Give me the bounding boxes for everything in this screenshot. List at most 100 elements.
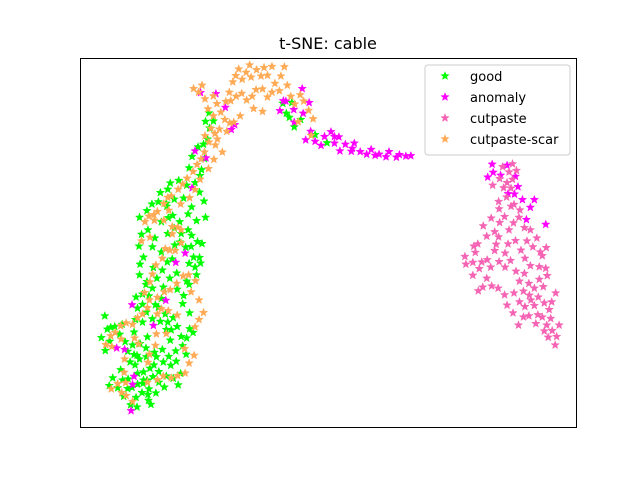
legend-marker-good	[440, 70, 450, 81]
point-cutpaste-27	[511, 266, 521, 276]
point-cutpaste-scar-141	[190, 184, 200, 194]
point-good-64	[184, 323, 195, 333]
point-cutpaste-scar-82	[116, 334, 126, 344]
point-good-55	[155, 316, 166, 326]
series-cutpaste	[460, 158, 564, 350]
point-cutpaste-scar-31	[251, 84, 261, 94]
point-good-154	[184, 162, 194, 173]
point-anomaly-32	[340, 139, 351, 149]
point-good-43	[142, 331, 153, 342]
point-cutpaste-59	[486, 281, 497, 291]
point-cutpaste-scar-120	[190, 321, 200, 332]
point-anomaly-7	[161, 295, 171, 305]
point-cutpaste-scar-115	[190, 275, 201, 285]
point-cutpaste-scar-16	[244, 59, 255, 70]
point-good-162	[200, 116, 211, 126]
point-cutpaste-23	[489, 245, 500, 255]
point-anomaly-64	[487, 159, 497, 169]
point-good-142	[183, 209, 193, 219]
point-cutpaste-98	[515, 205, 525, 215]
point-cutpaste-9	[528, 241, 538, 251]
point-cutpaste-scar-93	[158, 371, 169, 381]
point-cutpaste-scar-100	[161, 328, 172, 338]
point-cutpaste-25	[500, 262, 510, 272]
point-good-131	[184, 279, 194, 289]
point-good-68	[172, 284, 182, 294]
point-cutpaste-58	[493, 283, 503, 293]
point-cutpaste-scar-4	[203, 103, 213, 113]
point-cutpaste-10	[532, 233, 542, 243]
point-good-133	[191, 269, 202, 280]
point-good-124	[176, 228, 186, 238]
point-good-134	[195, 258, 206, 268]
point-cutpaste-20	[468, 257, 478, 267]
point-cutpaste-56	[502, 300, 512, 310]
point-cutpaste-scar-114	[183, 269, 194, 280]
point-good-27	[132, 402, 142, 412]
point-cutpaste-scar-107	[152, 309, 163, 319]
point-cutpaste-scar-140	[195, 174, 205, 184]
point-cutpaste-97	[509, 199, 519, 209]
point-good-83	[143, 389, 153, 399]
legend-label-cutpaste-scar: cutpaste-scar	[470, 133, 559, 148]
point-good-112	[171, 268, 182, 278]
point-cutpaste-55	[508, 307, 518, 318]
point-cutpaste-scar-108	[156, 303, 167, 313]
point-cutpaste-51	[533, 292, 544, 302]
point-good-38	[148, 371, 158, 381]
point-good-157	[193, 141, 203, 151]
point-cutpaste-89	[543, 332, 553, 342]
plot-area	[96, 59, 564, 415]
point-good-155	[196, 164, 207, 174]
point-cutpaste-scar-81	[106, 341, 117, 351]
point-cutpaste-scar-69	[145, 276, 155, 287]
point-cutpaste-scar-35	[231, 91, 242, 101]
point-cutpaste-0	[493, 196, 504, 206]
point-cutpaste-scar-34	[236, 88, 247, 98]
point-good-129	[194, 252, 205, 262]
point-good-170	[281, 108, 292, 118]
point-cutpaste-scar-135	[222, 126, 232, 136]
plot-frame	[80, 58, 577, 428]
point-cutpaste-99	[493, 231, 504, 242]
point-anomaly-11	[190, 145, 200, 156]
point-cutpaste-5	[514, 212, 524, 222]
point-cutpaste-scar-126	[298, 96, 309, 106]
point-good-126	[186, 230, 197, 240]
point-cutpaste-47	[547, 325, 557, 335]
point-cutpaste-scar-84	[119, 367, 129, 377]
point-good-165	[199, 196, 209, 206]
point-cutpaste-scar-30	[257, 83, 268, 94]
point-anomaly-27	[316, 140, 326, 150]
point-good-174	[322, 137, 332, 147]
point-cutpaste-87	[531, 318, 541, 328]
point-anomaly-57	[517, 194, 528, 204]
point-good-36	[123, 374, 133, 384]
point-cutpaste-scar-138	[209, 154, 219, 164]
point-good-41	[151, 351, 162, 361]
point-cutpaste-scar-53	[163, 192, 173, 202]
point-good-92	[181, 349, 191, 359]
point-cutpaste-90	[550, 340, 560, 350]
point-cutpaste-scar-147	[145, 232, 155, 242]
point-cutpaste-46	[541, 320, 552, 330]
point-cutpaste-scar-40	[210, 128, 220, 138]
point-cutpaste-scar-25	[279, 61, 290, 71]
point-cutpaste-scar-1	[193, 87, 204, 97]
point-anomaly-59	[529, 194, 540, 204]
point-cutpaste-scar-6	[212, 98, 222, 108]
point-good-12	[130, 359, 140, 370]
point-cutpaste-17	[481, 231, 492, 241]
point-cutpaste-scar-49	[182, 173, 192, 183]
point-cutpaste-scar-134	[228, 117, 239, 127]
point-cutpaste-scar-87	[106, 383, 117, 394]
point-anomaly-12	[201, 152, 211, 163]
point-good-25	[144, 383, 154, 394]
point-cutpaste-scar-98	[189, 350, 199, 360]
point-good-26	[131, 392, 141, 402]
legend-marker-cutpaste-scar	[440, 133, 450, 144]
point-cutpaste-63	[468, 270, 478, 280]
point-cutpaste-scar-47	[192, 159, 202, 169]
point-cutpaste-scar-43	[204, 137, 214, 147]
point-cutpaste-scar-104	[144, 349, 155, 359]
